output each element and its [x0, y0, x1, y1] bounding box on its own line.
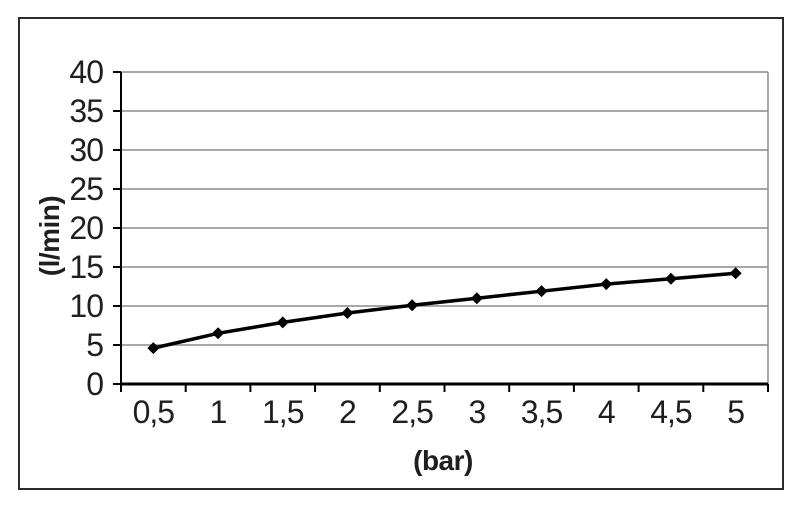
data-point-marker — [664, 272, 677, 285]
x-tick-label: 1 — [210, 394, 227, 430]
y-tick-label: 0 — [86, 366, 103, 402]
x-tick-label: 4 — [598, 394, 615, 430]
data-point-marker — [406, 299, 419, 312]
x-tick-label: 0,5 — [133, 394, 175, 430]
x-tick-label: 3 — [468, 394, 485, 430]
data-point-marker — [729, 267, 742, 280]
y-tick-label: 5 — [86, 327, 103, 363]
x-tick-label: 1,5 — [262, 394, 304, 430]
data-point-marker — [535, 285, 548, 298]
y-tick-label: 25 — [69, 171, 103, 207]
y-tick-label: 30 — [69, 132, 103, 168]
data-point-marker — [276, 316, 289, 329]
x-tick-label: 2 — [339, 394, 356, 430]
y-tick-label: 35 — [69, 93, 103, 129]
x-axis-title: (bar) — [413, 445, 473, 476]
chart-frame — [18, 17, 784, 490]
data-point-marker — [147, 342, 160, 355]
x-tick-label: 2,5 — [391, 394, 433, 430]
flow-curve — [152, 271, 736, 350]
y-axis-title: (l/min) — [34, 195, 65, 277]
y-tick-label: 40 — [69, 54, 103, 90]
x-tick-label: 4,5 — [650, 394, 692, 430]
x-tick-label: 5 — [727, 394, 744, 430]
y-tick-label: 20 — [69, 210, 103, 246]
data-point-marker — [212, 327, 225, 340]
y-tick-label: 10 — [69, 288, 103, 324]
x-tick-label: 3,5 — [521, 394, 563, 430]
y-tick-label: 15 — [69, 249, 103, 285]
data-point-marker — [341, 307, 354, 320]
data-point-marker — [470, 292, 483, 305]
data-point-marker — [600, 278, 613, 291]
